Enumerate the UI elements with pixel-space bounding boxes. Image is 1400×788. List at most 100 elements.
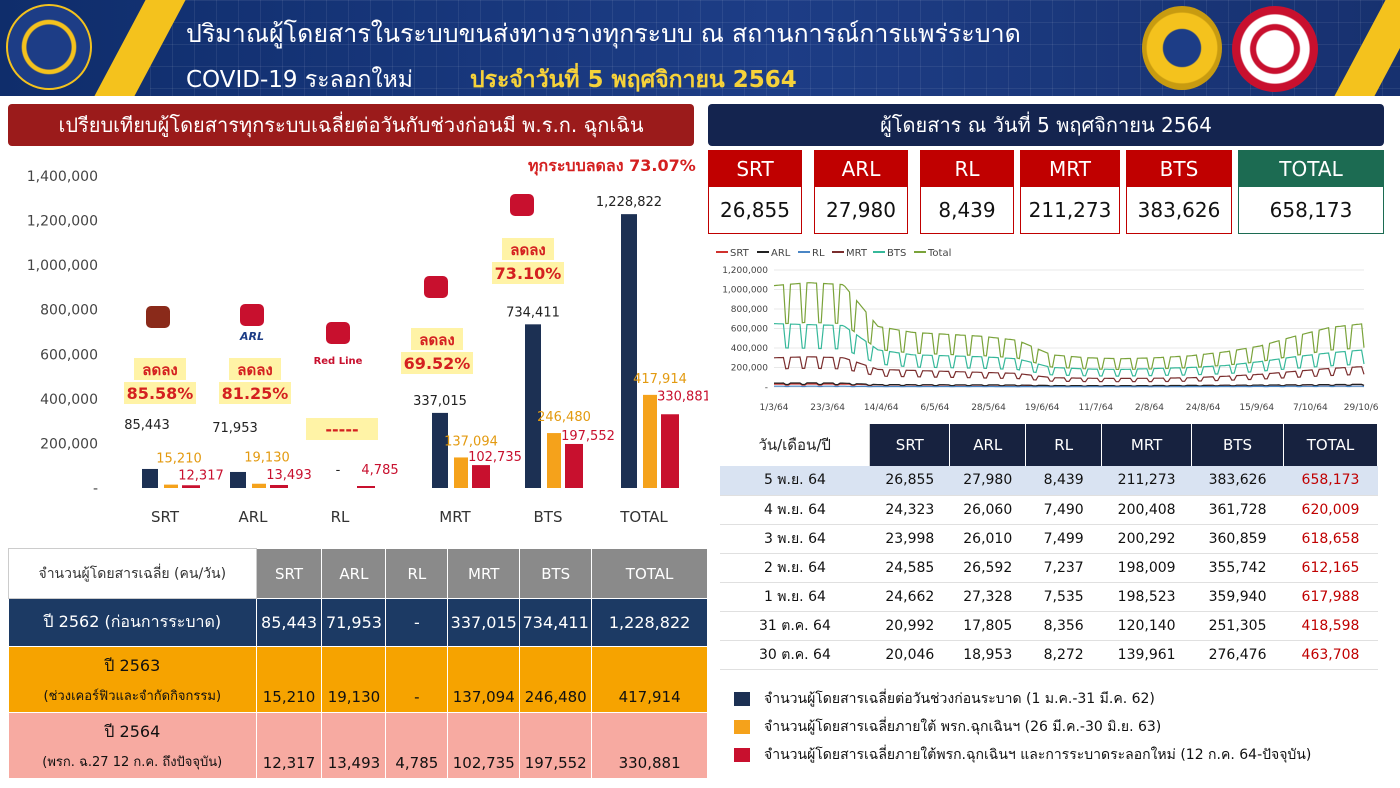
table-cell: 7,499 xyxy=(1025,524,1102,554)
card-value: 211,273 xyxy=(1028,198,1112,222)
header-cell: SRT xyxy=(255,548,323,599)
page-title-line2: COVID-19 ระลอกใหม่ xyxy=(186,67,413,93)
ministry-seal-icon xyxy=(6,4,92,90)
table-cell: 337,015 xyxy=(447,598,521,647)
table-row: ปี 2562 (ก่อนการระบาด) 85,443 71,953 - 3… xyxy=(8,598,708,647)
table-cell: 7,535 xyxy=(1025,582,1102,612)
header-cell: วัน/เดือน/ปี xyxy=(720,424,871,466)
table-cell: 361,728 xyxy=(1191,495,1284,525)
series-line xyxy=(774,382,1365,387)
table-cell: 620,009 xyxy=(1283,495,1378,525)
table-row: 5 พ.ย. 64 26,855 27,980 8,439 211,273 383,626… xyxy=(720,466,1378,496)
bar xyxy=(142,468,158,488)
comparison-title: เปรียบเทียบผู้โดยสารทุกระบบเฉลี่ยต่อวันก… xyxy=(8,104,694,146)
data-label: 197,552 xyxy=(561,429,615,444)
row-label-sub: (ช่วงเคอร์ฟิวและจำกัดกิจกรรม) xyxy=(43,688,222,704)
data-label: 337,015 xyxy=(413,394,467,409)
table-row: ปี 2563 (ช่วงเคอร์ฟิวและจำกัดกิจกรรม) 15… xyxy=(8,646,708,713)
card-value: 27,980 xyxy=(826,198,896,222)
legend-label: จำนวนผู้โดยสารเฉลี่ยภายใต้ พรก.ฉุกเฉินฯ … xyxy=(764,719,1162,735)
reduction-highlight xyxy=(502,238,554,260)
card-label: ARL xyxy=(815,151,907,187)
header-cell: ARL xyxy=(321,548,387,599)
table-cell: 618,658 xyxy=(1283,524,1378,554)
row-label-main: ปี 2564 xyxy=(104,721,161,741)
card-value: 26,855 xyxy=(720,198,790,222)
table-cell: 19,130 xyxy=(321,646,387,713)
table-cell: 418,598 xyxy=(1283,611,1378,641)
table-cell: 276,476 xyxy=(1191,640,1284,670)
card-arl: ARL 27,980 xyxy=(814,150,908,234)
row-label: ปี 2564 (พรก. ฉ.27 12 ก.ค. ถึงปัจจุบัน) xyxy=(8,712,257,779)
header-cell: BTS xyxy=(519,548,593,599)
y-tick-label: 800,000 xyxy=(731,305,768,315)
reduction-value: 85.58% xyxy=(127,384,194,403)
x-tick-label: 6/5/64 xyxy=(920,403,949,413)
table-cell: 139,961 xyxy=(1101,640,1192,670)
x-tick-label: MRT xyxy=(439,508,471,526)
table-cell: 330,881 xyxy=(591,712,708,779)
reduction-value: ----- xyxy=(325,420,358,439)
legend-item: จำนวนผู้โดยสารเฉลี่ยภายใต้ พรก.ฉุกเฉินฯ … xyxy=(734,716,1161,738)
y-tick-label: 1,200,000 xyxy=(27,214,98,230)
data-label: 330,881 xyxy=(657,389,708,404)
row-label: ปี 2563 (ช่วงเคอร์ฟิวและจำกัดกิจกรรม) xyxy=(8,646,257,713)
legend-swatch xyxy=(734,748,750,762)
table-cell: 26,010 xyxy=(949,524,1026,554)
reduction-value: 69.52% xyxy=(404,354,471,373)
x-tick-label: 7/10/64 xyxy=(1293,403,1328,413)
series-line xyxy=(773,356,1365,383)
table-cell: 4,785 xyxy=(385,712,449,779)
department-seal-icon xyxy=(1142,6,1222,90)
bar xyxy=(182,485,200,488)
table-cell: 26,855 xyxy=(869,466,950,496)
row-label-sub: (พรก. ฉ.27 12 ก.ค. ถึงปัจจุบัน) xyxy=(42,754,223,770)
table-cell: 7,490 xyxy=(1025,495,1102,525)
table-cell: 102,735 xyxy=(447,712,521,779)
table-row: 4 พ.ย. 64 24,323 26,060 7,490 200,408 361,728… xyxy=(720,495,1378,525)
date-cell: 5 พ.ย. 64 xyxy=(720,466,870,496)
reduction-label: ลดลง xyxy=(237,361,272,379)
data-label: 4,785 xyxy=(361,463,398,478)
reduction-highlight xyxy=(306,418,378,440)
bar xyxy=(547,433,561,488)
table-cell: 85,443 xyxy=(255,598,323,647)
header-cell: RL xyxy=(1025,424,1103,466)
table-cell: 197,552 xyxy=(519,712,593,779)
table-cell: 617,988 xyxy=(1283,582,1378,612)
reduction-highlight xyxy=(401,352,473,374)
header-cell: TOTAL xyxy=(591,548,708,599)
table-cell: 23,998 xyxy=(869,524,950,554)
card-value: 658,173 xyxy=(1269,198,1353,222)
date-cell: 31 ต.ค. 64 xyxy=(720,611,870,641)
card-total: TOTAL 658,173 xyxy=(1238,150,1384,234)
bar xyxy=(252,483,266,488)
x-tick-label: 15/9/64 xyxy=(1239,403,1274,413)
row-label-main: ปี 2563 xyxy=(104,655,161,675)
table-cell: 251,305 xyxy=(1191,611,1284,641)
table-cell: 26,060 xyxy=(949,495,1026,525)
reduction-highlight xyxy=(229,358,281,380)
table-row: 1 พ.ย. 64 24,662 27,328 7,535 198,523 359,940… xyxy=(720,582,1378,612)
arl-logo-icon xyxy=(240,304,264,326)
table-cell: 15,210 xyxy=(255,646,323,713)
table-cell: 383,626 xyxy=(1191,466,1284,496)
reduction-highlight xyxy=(492,262,564,284)
legend-item: จำนวนผู้โดยสารเฉลี่ยภายใต้พรก.ฉุกเฉินฯ แ… xyxy=(734,744,1311,766)
table-cell: 734,411 xyxy=(519,598,593,647)
x-tick-label: BTS xyxy=(534,508,563,526)
reduction-highlight xyxy=(134,358,186,380)
table-row: 30 ต.ค. 64 20,046 18,953 8,272 139,961 276,47… xyxy=(720,640,1378,670)
x-tick-label: 29/10/64 xyxy=(1344,403,1378,413)
series-line xyxy=(774,385,1365,388)
header-cell: จำนวนผู้โดยสารเฉลี่ย (คน/วัน) xyxy=(8,548,257,599)
table-cell: 612,165 xyxy=(1283,553,1378,583)
reduction-value: 81.25% xyxy=(222,384,289,403)
table-cell: 8,439 xyxy=(1025,466,1102,496)
table-cell: 27,980 xyxy=(949,466,1026,496)
header-cell: ARL xyxy=(949,424,1027,466)
legend-label: Total xyxy=(927,248,951,259)
x-tick-label: 14/4/64 xyxy=(864,403,899,413)
legend-label: BTS xyxy=(887,248,906,259)
